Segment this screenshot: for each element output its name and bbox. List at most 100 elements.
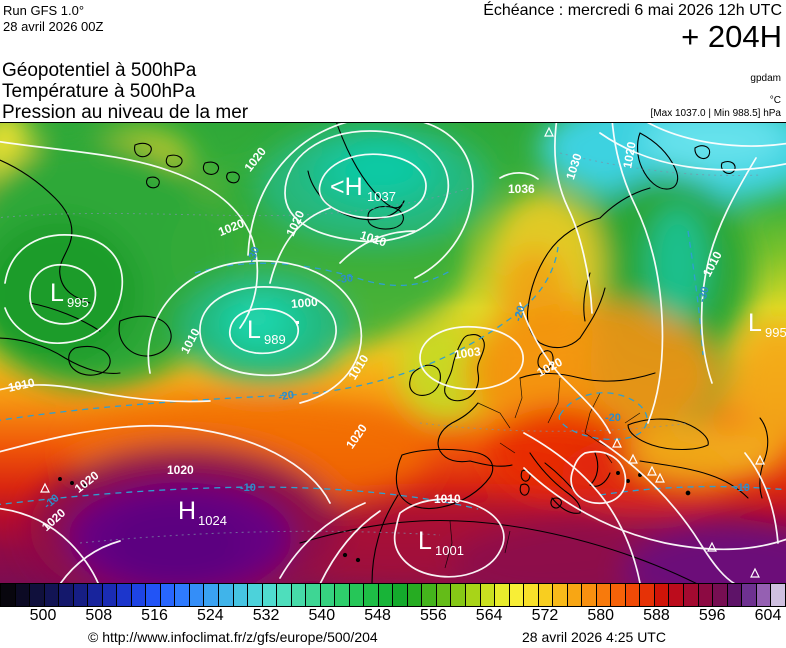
colorbar-cell: [203, 583, 219, 607]
colorbar-cell: [334, 583, 350, 607]
colorbar-cell: [712, 583, 728, 607]
colorbar-cell: [72, 583, 89, 607]
colorbar-cell: [261, 583, 278, 607]
forecast-hour-label: + 204H: [681, 19, 782, 54]
low-center-value: 989: [264, 332, 286, 347]
colorbar-cell: [305, 583, 321, 607]
param-geopotential-label: Géopotentiel à 500hPa: [2, 60, 197, 81]
high-center-value: 1024: [198, 513, 227, 528]
colorbar-cell: [435, 583, 452, 607]
low-center-value: 1001: [435, 543, 464, 558]
colorbar-cell: [726, 583, 743, 607]
temp-label: -10: [240, 482, 256, 494]
temp-label: -20: [277, 389, 295, 404]
colorbar-cell: [450, 583, 466, 607]
isobar-label: 1010: [7, 375, 36, 394]
temp-label: -20: [512, 304, 528, 322]
colorbar-cell: [755, 583, 772, 607]
temp-label: -30: [696, 285, 712, 303]
colorbar-cell: [508, 583, 525, 607]
colorbar-cell: [377, 583, 394, 607]
colorbar-cell: [363, 583, 379, 607]
valid-time-label: Échéance : mercredi 6 mai 2026 12h UTC: [483, 2, 782, 19]
colorbar-cell: [610, 583, 626, 607]
colorbar-cell: [770, 583, 786, 607]
colorbar-cell: [465, 583, 481, 607]
colorbar-tick: 604: [754, 607, 782, 624]
minor-temperature-contours: [0, 152, 761, 544]
param-temperature-label: Température à 500hPa: [2, 81, 196, 102]
copyright-url: © http://www.infoclimat.fr/z/gfs/europe/…: [88, 629, 378, 645]
pressure-centers: <H 1037 L 995 L 989 H 1024 L 1001 L 995: [50, 173, 786, 558]
run-date-label: 28 avril 2026 00Z: [3, 19, 104, 34]
temp-label: -30: [246, 245, 263, 264]
colorbar-tick-labels: 500 508 516 524 532 540 548 556 564 572 580 588 596 6…: [0, 605, 786, 628]
colorbar-cell: [130, 583, 147, 607]
colorbar-cell: [741, 583, 757, 607]
colorbar-tick: 556: [420, 607, 447, 624]
low-center-value: 995: [67, 295, 89, 310]
colorbar-tick: 548: [364, 607, 391, 624]
colorbar-cell: [247, 583, 263, 607]
colorbar-cell: [668, 583, 684, 607]
low-center-symbol: L: [247, 316, 261, 344]
colorbar-cell: [421, 583, 437, 607]
colorbar-cell: [653, 583, 670, 607]
temp-label: -10: [734, 482, 750, 494]
colorbar-cell: [43, 583, 60, 607]
colorbar-cell: [116, 583, 132, 607]
colorbar-cell: [0, 583, 16, 607]
colorbar-tick: 572: [531, 607, 559, 624]
weather-map: 1020 1020 1020 1010 1000 1010 1010 1010 …: [0, 122, 786, 584]
pressure-minmax: [Max 1037.0 | Min 988.5] hPa: [650, 108, 781, 119]
colorbar-cell: [552, 583, 568, 607]
footer: © http://www.infoclimat.fr/z/gfs/europe/…: [0, 628, 786, 648]
colorbar-cell: [319, 583, 336, 607]
colorbar-tick: 564: [475, 607, 503, 624]
low-center-value: 995: [765, 325, 786, 340]
colorbar-cell: [537, 583, 554, 607]
run-model-label: Run GFS 1.0°: [3, 3, 85, 18]
param-mslp-label: Pression au niveau de la mer: [2, 102, 249, 123]
colorbar-cell: [494, 583, 510, 607]
colorbar-cell: [595, 583, 612, 607]
colorbar-cell: [290, 583, 307, 607]
temperature-labels: -30 -30 -20 -20 -20 -10 -10 -10 -30: [42, 245, 750, 511]
colorbar-cell: [406, 583, 423, 607]
coastlines: [0, 123, 769, 584]
colorbar-cell: [188, 583, 205, 607]
colorbar-cell: [29, 583, 45, 607]
colorbar-cell: [276, 583, 292, 607]
header: Run GFS 1.0° 28 avril 2026 00Z Échéance …: [0, 0, 786, 123]
unit-geopotential: gpdam: [750, 73, 781, 84]
low-center-dot: [296, 321, 299, 324]
geopotential-colorbar: [0, 583, 786, 607]
colorbar-cell: [217, 583, 234, 607]
colorbar-cell: [159, 583, 176, 607]
isobar-label: 1036: [508, 182, 535, 196]
colorbar-cell: [479, 583, 496, 607]
colorbar-cell: [697, 583, 714, 607]
colorbar-cell: [145, 583, 161, 607]
colorbar-tick: 540: [308, 607, 336, 624]
colorbar-tick: 596: [698, 607, 726, 624]
colorbar-tick: 500: [29, 607, 57, 624]
colorbar-cell: [348, 583, 365, 607]
colorbar-cell: [14, 583, 31, 607]
low-center-symbol: L: [748, 309, 762, 337]
colorbar-tick: 532: [252, 607, 280, 624]
colorbar-cell: [58, 583, 74, 607]
colorbar-cell: [523, 583, 539, 607]
colorbar-cell: [101, 583, 118, 607]
colorbar-cell: [624, 583, 641, 607]
temp-label: -20: [605, 412, 621, 424]
unit-temperature: °C: [769, 95, 781, 106]
colorbar-cell: [392, 583, 408, 607]
colorbar-tick: 580: [587, 607, 615, 624]
colorbar-cell: [87, 583, 103, 607]
colorbar-tick: 588: [643, 607, 670, 624]
colorbar-cell: [566, 583, 583, 607]
colorbar-tick: 516: [141, 607, 168, 624]
isobar-label: 1003: [453, 344, 482, 362]
